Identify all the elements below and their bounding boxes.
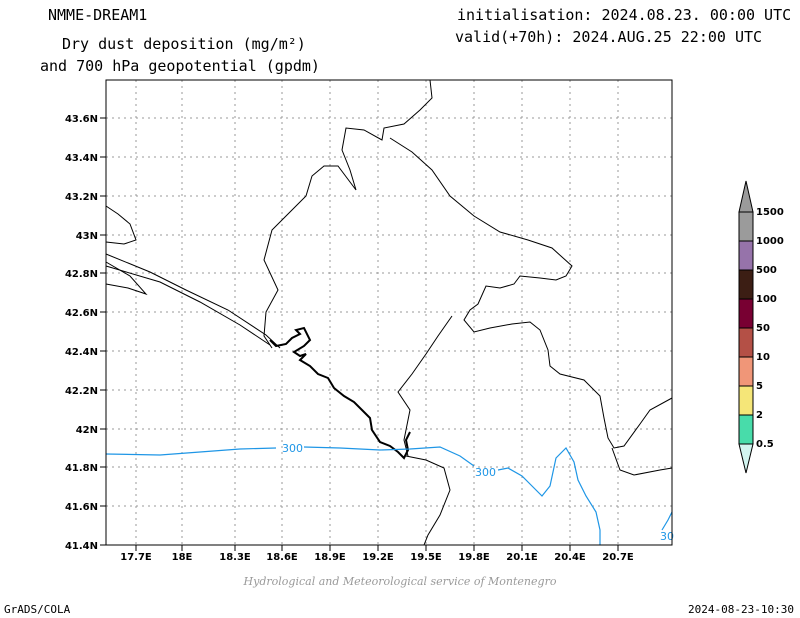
lon-label: 20.4E xyxy=(554,552,586,563)
map-grid xyxy=(106,80,672,545)
lon-label: 19.8E xyxy=(458,552,490,563)
axis-ticks xyxy=(100,117,619,551)
lat-label: 42N xyxy=(76,425,98,436)
geopotential-contour xyxy=(105,446,601,545)
contour-label: 300 xyxy=(282,442,303,455)
legend-label: 500 xyxy=(756,265,777,276)
lat-label: 42.4N xyxy=(65,347,98,358)
lon-label: 20.7E xyxy=(602,552,634,563)
legend-swatch xyxy=(738,298,754,329)
lat-label: 42.8N xyxy=(65,269,98,280)
lat-label: 42.2N xyxy=(65,386,98,397)
legend-swatch xyxy=(738,240,754,271)
contour-label: 30 xyxy=(660,530,674,543)
legend-swatch xyxy=(738,327,754,358)
lon-label: 20.1E xyxy=(506,552,538,563)
legend-label: 2 xyxy=(756,410,763,421)
footer-software: GrADS/COLA xyxy=(4,603,71,616)
footer-timestamp: 2024-08-23-10:30 xyxy=(688,603,794,616)
lon-label: 18.6E xyxy=(266,552,298,563)
legend-label: 5 xyxy=(756,381,763,392)
contour-label: 300 xyxy=(475,466,496,479)
lon-label: 19.2E xyxy=(362,552,394,563)
legend-label: 1000 xyxy=(756,236,784,247)
legend-label: 10 xyxy=(756,352,770,363)
country-borders xyxy=(105,79,673,546)
title-line-1: Dry dust deposition (mg/m²) xyxy=(62,35,306,53)
lon-label: 18.3E xyxy=(219,552,251,563)
lon-label: 18.9E xyxy=(314,552,346,563)
lat-label: 43.2N xyxy=(65,192,98,203)
color-legend: 1500 1000 500 100 50 10 5 2 0.5 xyxy=(738,180,784,474)
lat-label: 41.6N xyxy=(65,502,98,513)
lon-label: 17.7E xyxy=(120,552,152,563)
legend-swatch xyxy=(738,269,754,300)
legend-label: 50 xyxy=(756,323,770,334)
lat-label: 43N xyxy=(76,231,98,242)
legend-swatch xyxy=(738,211,754,242)
legend-label: 1500 xyxy=(756,207,784,218)
model-name: NMME-DREAM1 xyxy=(48,6,148,24)
lat-label: 41.4N xyxy=(65,541,98,552)
legend-label: 0.5 xyxy=(756,439,774,450)
lat-label: 43.4N xyxy=(65,153,98,164)
initialisation-time: initialisation: 2024.08.23. 00:00 UTC xyxy=(457,6,792,24)
geopotential-contour xyxy=(661,511,673,531)
legend-swatch xyxy=(738,356,754,387)
valid-time: valid(+70h): 2024.AUG.25 22:00 UTC xyxy=(455,28,763,46)
title-line-2: and 700 hPa geopotential (gpdm) xyxy=(40,57,320,75)
legend-label: 100 xyxy=(756,294,777,305)
lat-label: 42.6N xyxy=(65,308,98,319)
credit-text: Hydrological and Meteorological service … xyxy=(243,575,557,588)
lat-label: 41.8N xyxy=(65,463,98,474)
legend-swatch xyxy=(738,414,754,445)
legend-arrow-top xyxy=(738,180,754,213)
lon-label: 19.5E xyxy=(410,552,442,563)
lat-label: 43.6N xyxy=(65,114,98,125)
legend-swatch xyxy=(738,385,754,416)
coastline xyxy=(269,326,411,460)
lon-label: 18E xyxy=(172,552,193,563)
legend-arrow-bottom xyxy=(738,443,754,474)
